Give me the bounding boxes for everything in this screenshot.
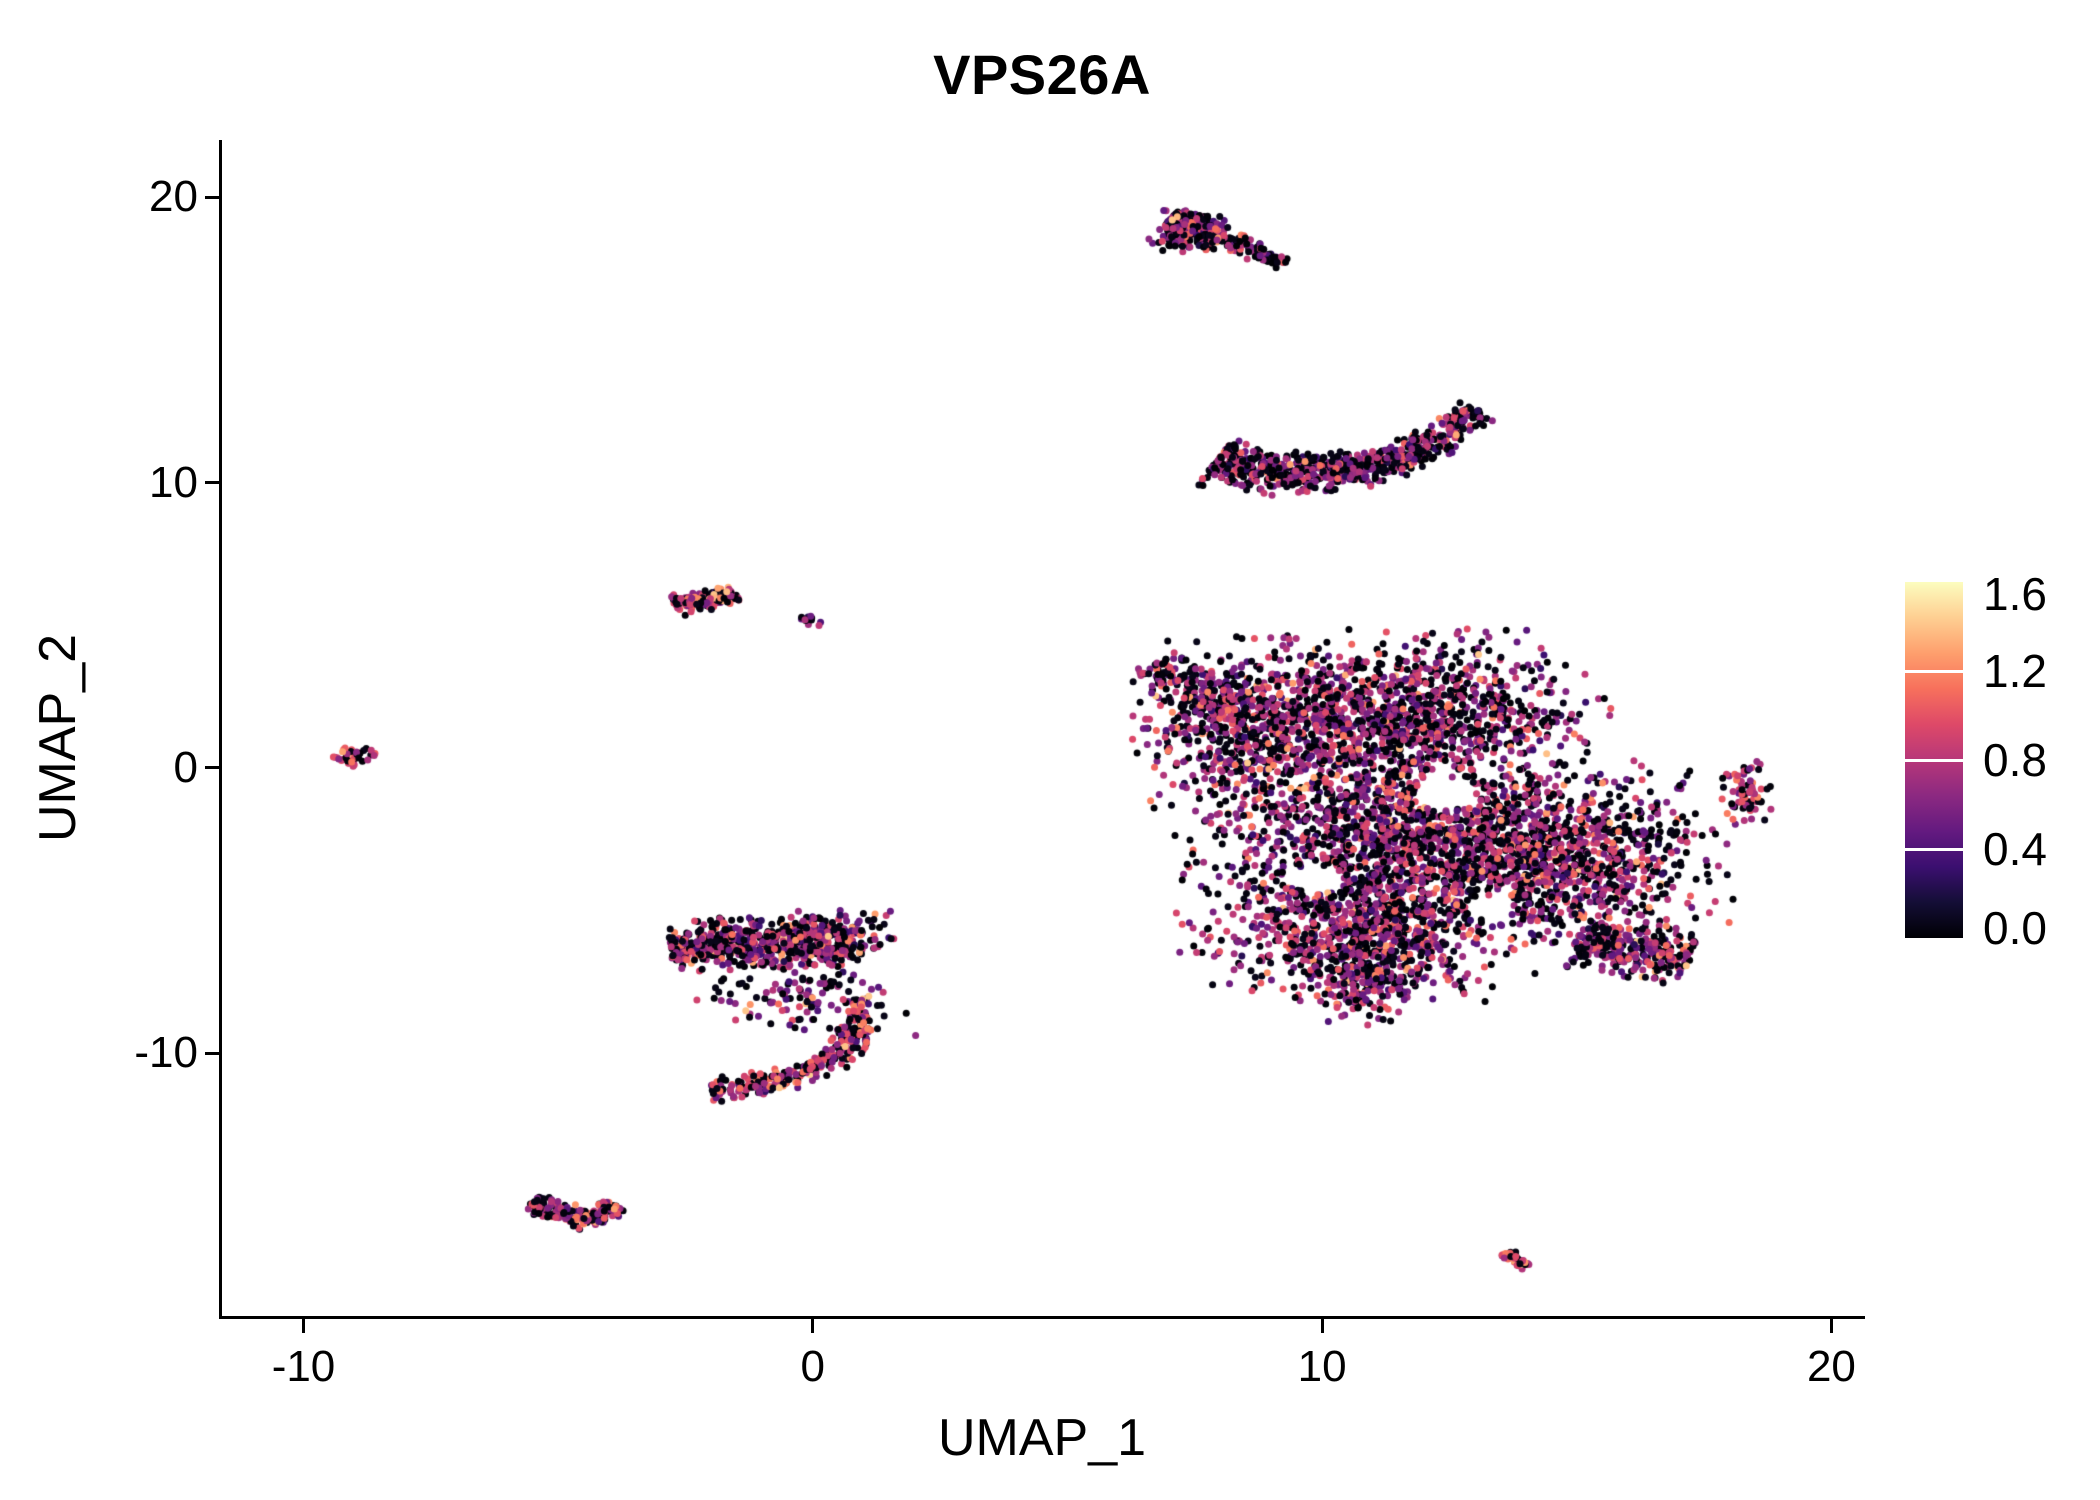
x-axis-line [219, 1316, 1865, 1319]
plot-title: VPS26A [933, 43, 1151, 106]
x-tick-label: 20 [1806, 1342, 1856, 1391]
x-axis-tick [1320, 1319, 1324, 1333]
x-axis-tick [1829, 1319, 1833, 1333]
colorbar-label: 1.6 [1983, 568, 2047, 620]
colorbar-label: 1.2 [1983, 645, 2047, 697]
x-axis-label: UMAP_1 [937, 1409, 1147, 1467]
y-tick-label: 0 [173, 742, 198, 792]
y-axis-line [219, 140, 222, 1319]
colorbar-tick [1905, 758, 1963, 762]
colorbar-tick [1905, 847, 1963, 851]
y-tick-label: -10 [134, 1028, 198, 1078]
x-axis-tick [301, 1319, 305, 1333]
colorbar-label: 0.4 [1983, 823, 2047, 875]
y-axis-label: UMAP_2 [29, 633, 87, 843]
scatter-canvas [222, 140, 1862, 1316]
colorbar-tick [1905, 669, 1963, 673]
x-tick-label: -10 [271, 1342, 336, 1391]
colorbar-label: 0.0 [1983, 902, 2047, 954]
y-axis-tick [205, 766, 219, 770]
y-axis-tick [205, 1051, 219, 1055]
y-axis-tick [205, 481, 219, 485]
y-tick-label: 10 [149, 457, 198, 507]
x-axis-tick [811, 1319, 815, 1333]
x-tick-label: 10 [1297, 1342, 1347, 1391]
y-tick-label: 20 [149, 172, 198, 222]
x-tick-label: 0 [800, 1342, 826, 1391]
y-axis-tick [205, 195, 219, 199]
colorbar-label: 0.8 [1983, 734, 2047, 786]
